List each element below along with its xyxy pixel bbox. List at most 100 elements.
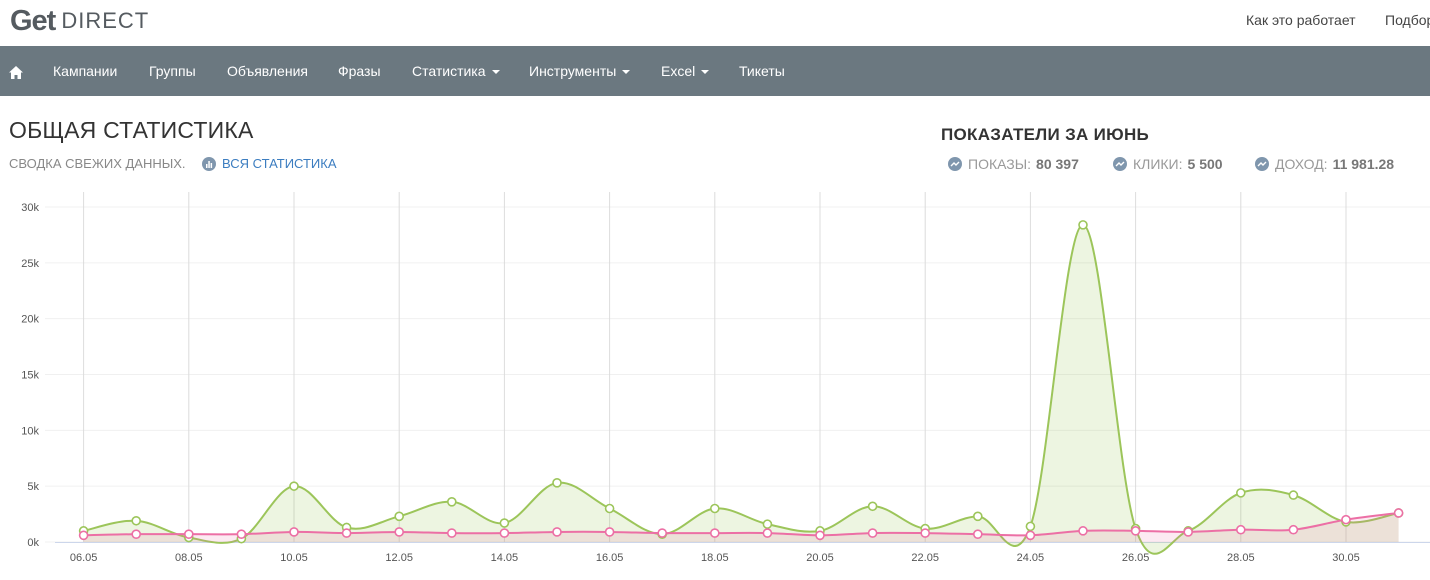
series-area (83, 512, 1399, 542)
data-point (709, 503, 720, 514)
nav-statistics-dropdown[interactable]: Статистика (412, 46, 500, 96)
nav-tickets-label: Тикеты (739, 63, 785, 79)
data-point (920, 528, 931, 538)
metric-impressions-value: 80 397 (1036, 156, 1079, 172)
metric-income: ДОХОД: 11 981.28 (1255, 156, 1394, 172)
x-tick-label: 24.05 (1017, 552, 1045, 564)
bar-chart-icon (202, 156, 216, 171)
x-tick-label: 28.05 (1227, 552, 1255, 564)
all-statistics-link[interactable]: ВСЯ СТАТИСТИКА (202, 156, 337, 171)
y-tick-label: 20k (21, 314, 39, 326)
data-point (499, 528, 510, 538)
y-tick-label: 15k (21, 370, 39, 382)
x-tick-label: 26.05 (1122, 552, 1150, 564)
data-point (394, 527, 405, 537)
x-tick-label: 20.05 (806, 552, 834, 564)
metric-impressions: ПОКАЗЫ: 80 397 (948, 156, 1079, 172)
data-point (131, 529, 141, 539)
data-point (657, 528, 668, 538)
nav-ads[interactable]: Объявления (227, 46, 308, 96)
data-point (131, 515, 141, 526)
data-point (867, 501, 878, 512)
nav-statistics-label: Статистика (412, 63, 486, 79)
data-point (815, 530, 825, 541)
nav-campaigns[interactable]: Кампании (53, 46, 117, 96)
x-tick-label: 10.05 (280, 552, 308, 564)
data-point (1078, 220, 1088, 230)
nav-tickets[interactable]: Тикеты (739, 46, 785, 96)
data-point (552, 527, 562, 537)
x-tick-label: 16.05 (596, 552, 624, 564)
nav-phrases-label: Фразы (338, 63, 381, 79)
data-point (552, 478, 562, 488)
y-tick-label: 0k (27, 537, 39, 549)
caret-down-icon (701, 70, 710, 75)
caret-down-icon (491, 70, 500, 75)
logo-direct-text: DIRECT (61, 8, 150, 33)
metrics-title: ПОКАЗАТЕЛИ ЗА ИЮНЬ (941, 125, 1150, 144)
x-tick-label: 12.05 (385, 552, 413, 564)
all-statistics-label: ВСЯ СТАТИСТИКА (222, 156, 337, 171)
metric-clicks-label: КЛИКИ: (1133, 156, 1183, 172)
main-navbar: Кампании Группы Объявления Фразы Статист… (0, 46, 1430, 96)
top-header: Get DIRECT Как это работает Подбор (0, 0, 1430, 46)
x-tick-label: 30.05 (1332, 552, 1360, 564)
nav-ads-label: Объявления (227, 63, 308, 79)
home-icon[interactable] (9, 46, 23, 96)
y-tick-label: 5k (27, 481, 39, 493)
data-point (394, 511, 405, 522)
nav-excel-label: Excel (661, 63, 696, 79)
data-point (1025, 530, 1036, 541)
data-point (236, 529, 247, 539)
data-point (184, 529, 194, 539)
data-point (762, 528, 773, 538)
data-point (1078, 526, 1088, 536)
nav-groups-label: Группы (149, 63, 196, 79)
trend-icon (1255, 157, 1269, 171)
data-point (604, 527, 615, 537)
series-area (83, 224, 1399, 554)
y-tick-label: 30k (21, 202, 39, 214)
data-point (604, 503, 615, 514)
data-point (1130, 526, 1141, 536)
data-point (972, 529, 983, 539)
nav-tools-dropdown[interactable]: Инструменты (529, 46, 631, 96)
data-point (289, 527, 299, 537)
metric-clicks: КЛИКИ: 5 500 (1113, 156, 1223, 172)
x-tick-label: 22.05 (911, 552, 939, 564)
x-tick-label: 18.05 (701, 552, 729, 564)
data-point (762, 519, 773, 529)
data-point (1341, 514, 1351, 525)
trend-icon (1113, 157, 1127, 171)
series-line (83, 223, 1399, 555)
data-point (289, 481, 299, 491)
metric-clicks-value: 5 500 (1187, 156, 1223, 172)
how-it-works-link[interactable]: Как это работает (1246, 12, 1356, 28)
metric-income-label: ДОХОД: (1275, 156, 1328, 172)
nav-groups[interactable]: Группы (149, 46, 196, 96)
metric-impressions-label: ПОКАЗЫ: (968, 156, 1032, 172)
logo-get-text: Get (10, 4, 56, 37)
nav-excel-dropdown[interactable]: Excel (661, 46, 710, 96)
data-point (1183, 527, 1193, 537)
selection-link[interactable]: Подбор (1385, 12, 1430, 28)
data-point (1236, 524, 1246, 535)
data-point (1393, 508, 1404, 518)
data-point (1236, 488, 1246, 498)
data-point (1288, 490, 1299, 500)
data-point (972, 511, 983, 522)
page-title: ОБЩАЯ СТАТИСТИКА (9, 117, 254, 143)
nav-phrases[interactable]: Фразы (338, 46, 381, 96)
page-subtitle: СВОДКА СВЕЖИХ ДАННЫХ. (9, 156, 186, 171)
data-point (341, 528, 352, 538)
nav-campaigns-label: Кампании (53, 63, 118, 79)
caret-down-icon (622, 70, 631, 75)
x-tick-label: 06.05 (70, 552, 98, 564)
data-point (867, 528, 878, 538)
statistics-chart: 0k 5k 10k 15k 20k 25k 30k 06.05 08.05 10.05 12.05 1… (0, 192, 1430, 575)
trend-icon (948, 157, 962, 171)
y-tick-label: 10k (21, 425, 39, 437)
x-tick-label: 08.05 (175, 552, 203, 564)
y-tick-label: 25k (21, 258, 39, 270)
logo[interactable]: Get DIRECT (10, 4, 149, 38)
